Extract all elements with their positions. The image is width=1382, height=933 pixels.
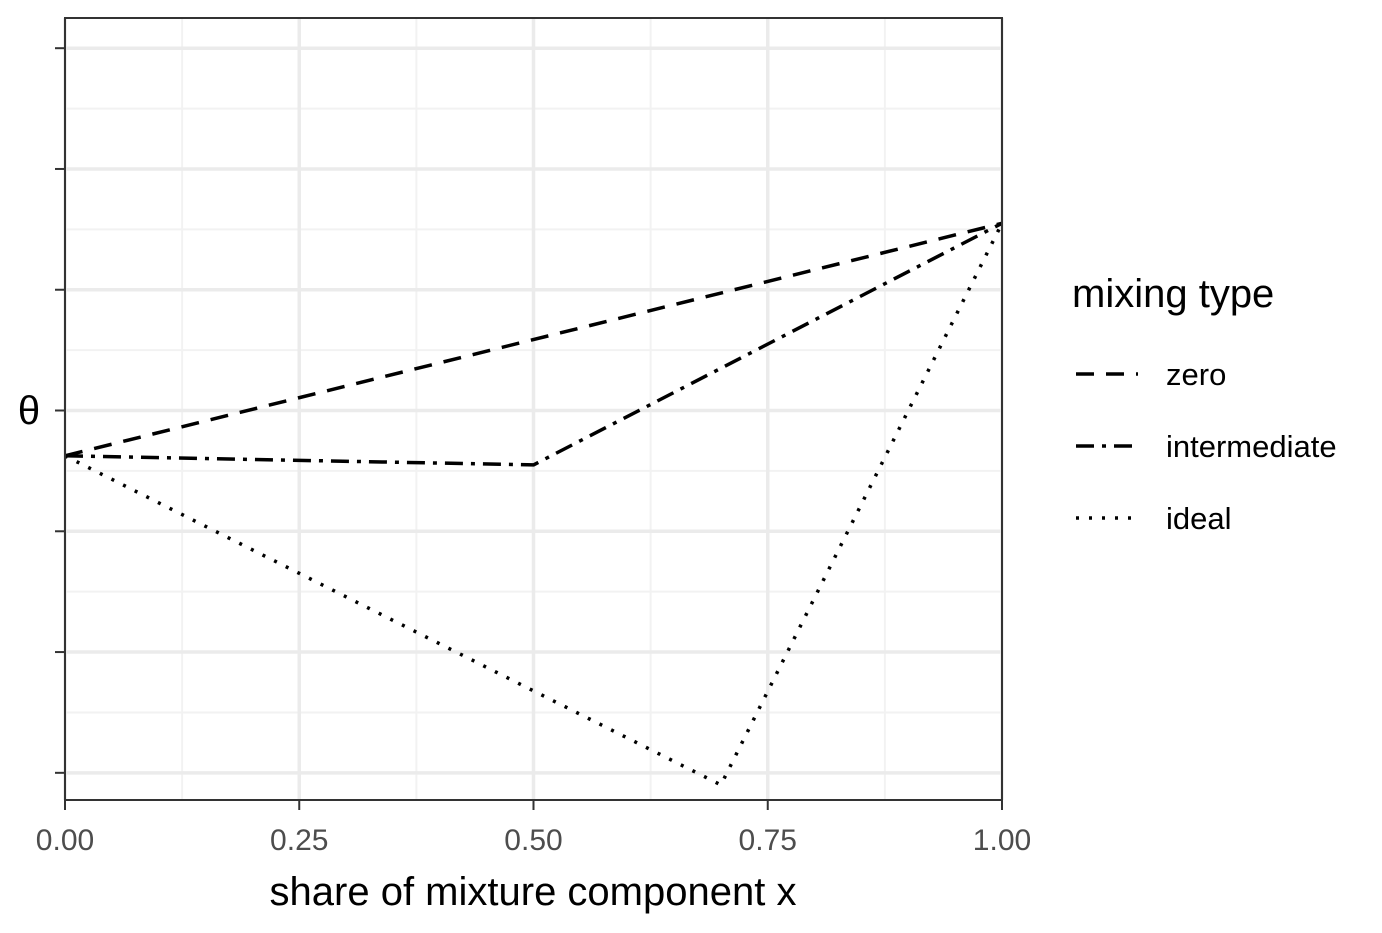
series-line-intermediate <box>64 221 1003 467</box>
legend-label-intermediate: intermediate <box>1166 429 1337 464</box>
x-axis-title: share of mixture component x <box>270 870 797 914</box>
series-lines <box>64 221 1004 787</box>
legend-title: mixing type <box>1072 272 1274 316</box>
series-line-zero <box>64 221 1003 458</box>
legend-items: zero intermediate ideal <box>1076 357 1337 536</box>
legend-label-zero: zero <box>1166 357 1226 392</box>
grid-major-lines <box>63 18 1004 800</box>
x-tick-label: 0.50 <box>504 824 562 857</box>
y-axis-ticks <box>55 47 65 774</box>
legend: mixing type zero intermediate ideal <box>1072 272 1337 536</box>
x-tick-label: 0.00 <box>36 824 94 857</box>
legend-label-ideal: ideal <box>1166 501 1232 536</box>
x-tick-label: 0.75 <box>739 824 797 857</box>
y-axis-title: θ <box>18 389 40 433</box>
x-tick-label: 0.25 <box>270 824 328 857</box>
x-tick-label: 1.00 <box>973 824 1031 857</box>
x-axis-ticks: 0.00 0.25 0.50 0.75 1.00 <box>36 800 1031 857</box>
